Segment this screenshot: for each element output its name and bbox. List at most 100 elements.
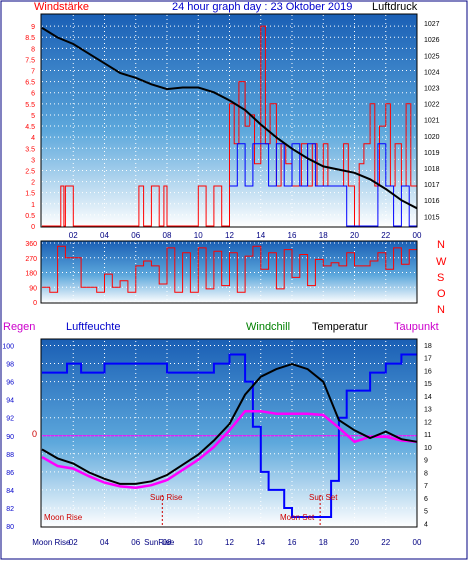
dir-letter-w: W <box>436 256 447 268</box>
wind-axis-tick-label: 6.5 <box>25 80 35 87</box>
wind-axis-tick-label: 2.5 <box>25 168 35 175</box>
label-temperatur: Temperatur <box>312 321 368 333</box>
pressure-axis-tick-label: 1022 <box>424 102 440 109</box>
wind-x-tick-label: 00 <box>413 231 422 240</box>
humidity-axis-tick-label: 82 <box>6 506 14 513</box>
wind-axis-tick-label: 1 <box>31 202 35 209</box>
humidity-axis-tick-label: 88 <box>6 452 14 459</box>
direction-axis-tick-label: 270 <box>25 256 37 263</box>
wind-axis-tick-label: 5 <box>31 113 35 120</box>
wind-x-tick-label: 12 <box>225 231 234 240</box>
pressure-axis-tick-label: 1023 <box>424 85 440 92</box>
temp-x-tick-label: 06 <box>131 538 140 547</box>
temp-x-tick-label: 04 <box>100 538 109 547</box>
temp-series-layer <box>41 353 418 526</box>
humidity-axis-tick-label: 86 <box>6 470 14 477</box>
temperature-axis-tick-label: 5 <box>424 509 428 516</box>
label-windchill: Windchill <box>246 321 290 333</box>
temp-x-tick-label: 18 <box>319 538 328 547</box>
label-regen: Regen <box>3 321 35 333</box>
gust-series-line <box>229 143 418 227</box>
wind-axis-tick-label: 6 <box>31 91 35 98</box>
direction-panel-frame <box>40 240 418 304</box>
humidity-axis-tick-label: 100 <box>2 344 14 351</box>
temperature-axis-tick-label: 14 <box>424 394 432 401</box>
wind-series-line <box>42 25 418 227</box>
dir-letter-s: S <box>437 272 444 284</box>
temperature-series-line <box>41 362 418 485</box>
header-left-label: Windstärke <box>34 1 89 13</box>
temperature-axis-tick-label: 8 <box>424 470 428 477</box>
wind-x-tick-label: 22 <box>381 231 390 240</box>
label-luftfeuchte: Luftfeuchte <box>66 321 120 333</box>
direction-axis-tick-label: 180 <box>25 271 37 278</box>
wind-axis-tick-label: 8 <box>31 46 35 53</box>
wind-axis-tick-label: 7 <box>31 69 35 76</box>
pressure-axis-tick-label: 1016 <box>424 198 440 205</box>
dir-letter-n-top: N <box>437 239 445 251</box>
temp-panel-frame <box>40 338 418 528</box>
temp-x-tick-label: Moon Rise <box>32 538 71 547</box>
moon-rise-annotation: Moon Rise <box>44 513 83 522</box>
wind-axis-tick-label: 3.5 <box>25 146 35 153</box>
temperature-axis-tick-label: 13 <box>424 407 432 414</box>
wind-axis-tick-label: 0.5 <box>25 213 35 220</box>
temp-x-tick-label: 12 <box>225 538 234 547</box>
temp-x-tick-label: SunRise <box>144 538 175 547</box>
pressure-axis-tick-label: 1025 <box>424 53 440 60</box>
wind-x-tick-label: 20 <box>350 231 359 240</box>
wind-axis-tick-label: 5.5 <box>25 102 35 109</box>
temp-x-tick-label: 14 <box>256 538 265 547</box>
pressure-axis-tick-label: 1027 <box>424 21 440 28</box>
wind-axis-tick-label: 7.5 <box>25 57 35 64</box>
pressure-axis-tick-label: 1017 <box>424 182 440 189</box>
temperature-axis-tick-label: 9 <box>424 458 428 465</box>
label-taupunkt: Taupunkt <box>394 321 439 333</box>
temperature-axis-tick-label: 18 <box>424 343 432 350</box>
wind-panel-frame <box>40 13 418 228</box>
wind-x-tick-label: 10 <box>194 231 203 240</box>
temp-x-tick-label: 16 <box>288 538 297 547</box>
pressure-axis-tick-label: 1020 <box>424 134 440 141</box>
wind-axis-tick-label: 3 <box>31 157 35 164</box>
wind-axis-tick-label: 4.5 <box>25 124 35 131</box>
temp-x-tick-label: 00 <box>413 538 422 547</box>
temperature-axis-tick-label: 15 <box>424 381 432 388</box>
temp-x-tick-label: 20 <box>350 538 359 547</box>
wind-x-tick-label: 16 <box>288 231 297 240</box>
dir-letter-o: O <box>437 288 446 300</box>
humidity-axis-tick-label: 84 <box>6 488 14 495</box>
temperature-axis-tick-label: 7 <box>424 483 428 490</box>
wind-x-tick-label: 14 <box>256 231 265 240</box>
temp-x-tick-label: 10 <box>194 538 203 547</box>
pressure-axis-tick-label: 1026 <box>424 37 440 44</box>
header-right-label: Luftdruck <box>372 1 418 13</box>
humidity-axis-tick-label: 94 <box>6 398 14 405</box>
humidity-axis-tick-label: 92 <box>6 416 14 423</box>
direction-axis-tick-label: 90 <box>29 285 37 292</box>
direction-axis-tick-label: 0 <box>33 300 37 307</box>
humidity-series-line <box>42 353 417 518</box>
direction-axis-tick-label: 360 <box>25 241 37 248</box>
temperature-axis-tick-label: 11 <box>424 432 431 439</box>
temperature-axis-tick-label: 17 <box>424 356 432 363</box>
temperature-axis-tick-label: 10 <box>424 445 432 452</box>
humidity-axis-tick-label: 98 <box>6 362 14 369</box>
wind-axis-tick-label: 1.5 <box>25 191 35 198</box>
temperature-axis-tick-label: 12 <box>424 419 432 426</box>
temp-x-tick-label: 02 <box>69 538 78 547</box>
wind-x-tick-label: 06 <box>131 231 140 240</box>
moon-set-annotation: Moon Set <box>280 513 315 522</box>
wind-x-tick-label: 02 <box>69 231 78 240</box>
wind-axis-tick-label: 8.5 <box>25 35 35 42</box>
wind-axis-tick-label: 4 <box>31 135 35 142</box>
wind-x-tick-label: 08 <box>163 231 172 240</box>
pressure-axis-tick-label: 1019 <box>424 150 440 157</box>
dir-letter-n-bottom: N <box>437 304 445 316</box>
tick-label-layer: 00.511.522.533.544.555.566.577.588.59101… <box>2 21 439 547</box>
wind-axis-tick-label: 0 <box>31 224 35 231</box>
wind-series-layer <box>41 25 418 227</box>
wind-axis-tick-label: 9 <box>31 24 35 31</box>
